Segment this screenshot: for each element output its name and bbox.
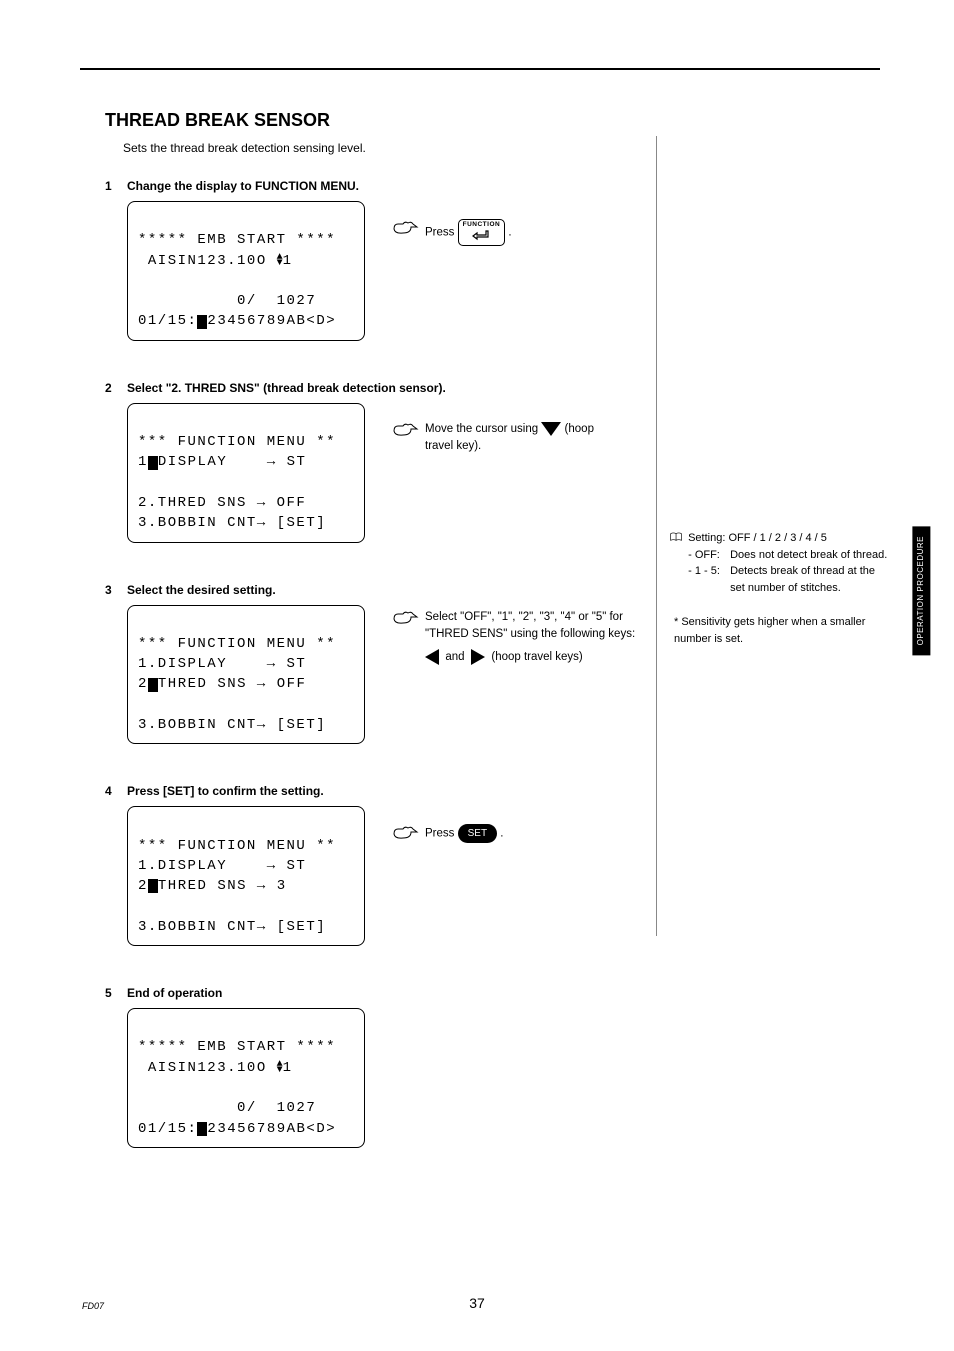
- instruction-text: (hoop: [565, 423, 594, 435]
- sidebar-note: Setting: OFF / 1 / 2 / 3 / 4 / 5 - OFF: …: [670, 530, 890, 647]
- step-title: Press [SET] to confirm the setting.: [127, 784, 324, 798]
- function-button[interactable]: FUNCTION: [458, 219, 506, 246]
- lcd-line: 1.DISPLAY → ST: [138, 858, 306, 874]
- lcd-line: 3.BOBBIN CNT→ [SET]: [138, 919, 326, 935]
- lcd-line: 01/15:: [138, 1119, 197, 1139]
- lcd-line: 23456789AB<D>: [207, 311, 336, 331]
- doc-code: FD07: [82, 1301, 104, 1311]
- return-icon: [472, 229, 490, 241]
- lcd-line: DISPLAY → ST: [158, 452, 307, 472]
- lcd-line: 0/ 1027: [138, 1100, 316, 1116]
- lcd-line: 1: [283, 251, 293, 271]
- lcd-line: 1: [283, 1058, 293, 1078]
- step-number: 3: [105, 583, 127, 597]
- step-title: Select "2. THRED SNS" (thread break dete…: [127, 381, 446, 395]
- lcd-line: 2: [138, 674, 148, 694]
- lcd-line: 0/ 1027: [138, 293, 316, 309]
- lcd-line: 2.THRED SNS → OFF: [138, 495, 306, 511]
- lcd-line: ***** EMB START ****: [138, 1039, 336, 1055]
- step-title: End of operation: [127, 986, 222, 1000]
- hand-point-icon: [393, 824, 419, 842]
- lcd-line: 23456789AB<D>: [207, 1119, 336, 1139]
- right-arrow-icon[interactable]: [471, 649, 485, 665]
- step-number: 5: [105, 986, 127, 1000]
- lcd-screen: *** FUNCTION MENU ** 1.DISPLAY → ST 2 THR…: [127, 806, 365, 946]
- left-arrow-icon[interactable]: [425, 649, 439, 665]
- setting-value: OFF / 1 / 2 / 3 / 4 / 5: [728, 532, 826, 544]
- lcd-line: 3.BOBBIN CNT→ [SET]: [138, 515, 326, 531]
- lcd-screen: ***** EMB START **** AISIN123.10O ▲▼1 0/…: [127, 1008, 365, 1148]
- cursor-icon: [197, 315, 207, 329]
- instruction-text: Select "OFF", "1", "2", "3", "4" or "5" …: [425, 609, 665, 644]
- step-number: 2: [105, 381, 127, 395]
- def-key: - 1 - 5:: [688, 563, 730, 596]
- instruction-text: Press: [425, 227, 454, 239]
- instruction-text: .: [508, 227, 511, 239]
- set-button[interactable]: SET: [458, 824, 497, 843]
- def-val: Detects break of thread at the set numbe…: [730, 563, 890, 596]
- hand-point-icon: [393, 219, 419, 237]
- lcd-line: AISIN123.10O: [138, 251, 277, 271]
- page-subtitle: Sets the thread break detection sensing …: [123, 141, 875, 155]
- instruction-text: travel key).: [425, 440, 481, 452]
- step-number: 1: [105, 179, 127, 193]
- instruction-text: Press: [425, 828, 454, 840]
- lcd-line: *** FUNCTION MENU **: [138, 838, 336, 854]
- lcd-line: THRED SNS → OFF: [158, 674, 307, 694]
- lcd-screen: *** FUNCTION MENU ** 1 DISPLAY → ST 2.THR…: [127, 403, 365, 543]
- header-rule: [80, 68, 880, 70]
- lcd-line: THRED SNS → 3: [158, 876, 287, 896]
- def-key: - OFF:: [688, 547, 730, 564]
- lcd-line: 2: [138, 876, 148, 896]
- lcd-line: 01/15:: [138, 311, 197, 331]
- cursor-icon: [148, 456, 158, 470]
- lcd-line: 3.BOBBIN CNT→ [SET]: [138, 717, 326, 733]
- cursor-icon: [197, 1122, 207, 1136]
- lcd-line: AISIN123.10O: [138, 1058, 277, 1078]
- cursor-icon: [148, 678, 158, 692]
- def-val: Does not detect break of thread.: [730, 547, 887, 564]
- step-title: Select the desired setting.: [127, 583, 276, 597]
- setting-label: Setting:: [688, 532, 725, 544]
- lcd-line: 1.DISPLAY → ST: [138, 656, 306, 672]
- step-number: 4: [105, 784, 127, 798]
- page-title: THREAD BREAK SENSOR: [105, 110, 875, 131]
- hand-point-icon: [393, 421, 419, 439]
- lcd-screen: ***** EMB START **** AISIN123.10O ▲▼1 0/…: [127, 201, 365, 341]
- step-title: Change the display to FUNCTION MENU.: [127, 179, 359, 193]
- instruction-text: (hoop travel keys): [491, 651, 582, 663]
- instruction-text: and: [445, 651, 464, 663]
- down-arrow-icon[interactable]: [541, 422, 561, 436]
- lcd-line: *** FUNCTION MENU **: [138, 636, 336, 652]
- lcd-line: *** FUNCTION MENU **: [138, 434, 336, 450]
- page-number: 37: [0, 1295, 954, 1311]
- lcd-line: ***** EMB START ****: [138, 232, 336, 248]
- instruction-text: .: [500, 828, 503, 840]
- hand-point-icon: [393, 609, 419, 627]
- book-icon: [670, 530, 682, 544]
- cursor-icon: [148, 879, 158, 893]
- section-tab: OPERATION PROCEDURE: [912, 526, 930, 655]
- sensitivity-note: * Sensitivity gets higher when a smaller…: [674, 614, 890, 647]
- lcd-screen: *** FUNCTION MENU ** 1.DISPLAY → ST 2 THR…: [127, 605, 365, 745]
- instruction-text: Move the cursor using: [425, 423, 538, 435]
- lcd-line: 1: [138, 452, 148, 472]
